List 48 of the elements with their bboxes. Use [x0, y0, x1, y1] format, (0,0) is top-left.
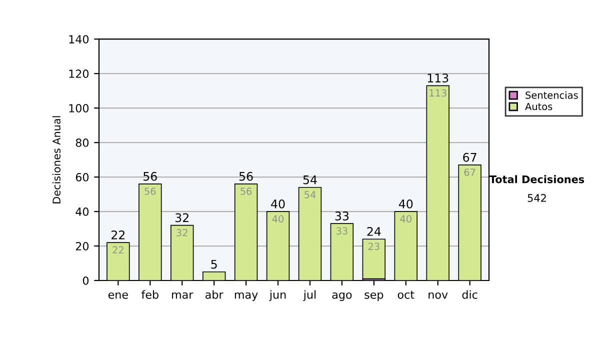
legend-label: Autos [525, 102, 552, 110]
data-label: 113 [430, 89, 446, 97]
total-label: 40 [271, 199, 285, 208]
x-tick-label: mar [172, 292, 194, 299]
legend-label: Sentencias [526, 91, 578, 99]
total-label: 56 [144, 172, 157, 181]
data-label: 22 [112, 246, 124, 254]
data-label: 67 [464, 168, 476, 176]
total-label: 22 [112, 230, 125, 240]
data-label: 56 [240, 188, 252, 195]
data-label: 32 [176, 228, 188, 236]
x-tick-label: feb [142, 290, 158, 299]
data-label: 56 [144, 188, 156, 195]
data-label: 33 [336, 227, 348, 235]
total-label: 54 [303, 175, 317, 184]
total-label: 33 [335, 212, 349, 220]
y-tick-label: 40 [76, 208, 89, 216]
total-label: 24 [367, 227, 381, 236]
x-tick-label: sep [364, 292, 384, 301]
y-tick-label: 100 [69, 104, 89, 112]
y-tick-label: 20 [76, 242, 89, 250]
text: 542 [528, 194, 546, 202]
data-label: 54 [304, 191, 316, 198]
total-label: 67 [463, 152, 476, 162]
total-label: 113 [428, 74, 448, 83]
y-tick-label: 60 [76, 173, 89, 182]
total-label: 5 [211, 260, 217, 269]
y-tick-label: 80 [76, 138, 89, 147]
x-tick-label: nov [428, 292, 448, 299]
x-tick-label: jun [269, 290, 286, 301]
y-tick-label: 0 [82, 276, 89, 285]
y-tick-label: 140 [69, 35, 89, 44]
total-label: 56 [239, 172, 253, 181]
x-tick-label: dic [462, 290, 478, 299]
x-tick-label: oct [398, 290, 414, 299]
x-tick-label: abr [206, 290, 224, 299]
total-label: 40 [398, 199, 413, 208]
y-tick-label: 120 [69, 70, 89, 78]
x-tick-label: ago [332, 292, 352, 301]
x-tick-label: may [234, 292, 258, 301]
data-label: 40 [272, 215, 284, 223]
data-label: 40 [400, 215, 412, 223]
x-tick-label: ene [108, 292, 128, 299]
y-axis-title: Decisiones Anual [52, 116, 60, 204]
x-tick-label: jul [303, 290, 316, 301]
text: Total Decisiones [489, 175, 584, 184]
total-label: 32 [176, 213, 188, 222]
data-label: 23 [368, 242, 380, 250]
